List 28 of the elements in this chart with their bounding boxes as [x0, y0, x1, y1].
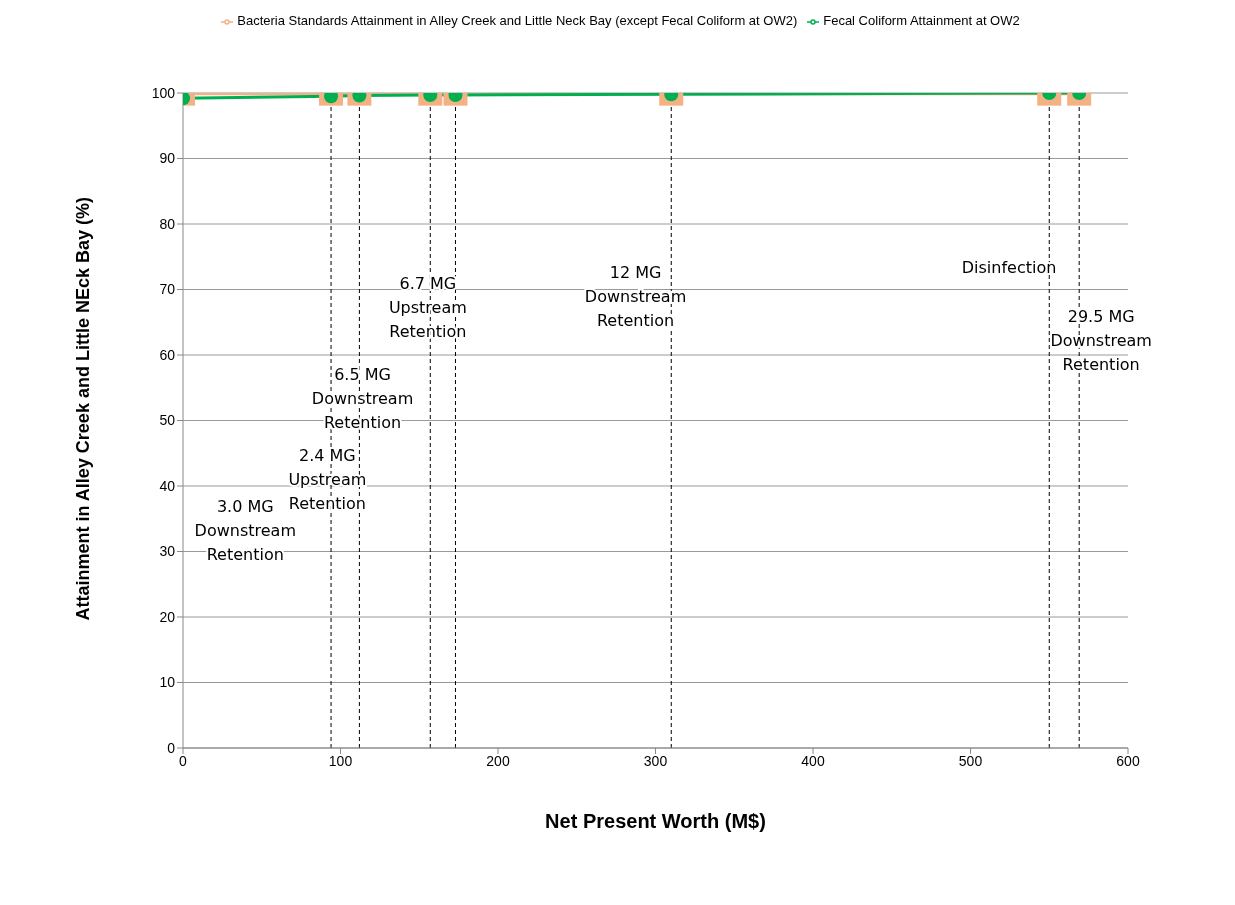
y-tick-label: 70: [159, 281, 176, 298]
y-tick-label: 10: [159, 674, 176, 691]
y-axis-title: Attainment in Alley Creek and Little NEck Bay (%): [73, 197, 94, 621]
y-tick-label: 30: [159, 543, 176, 560]
y-tick-label: 80: [159, 215, 176, 232]
legend-label: Fecal Coliform Attainment at OW2: [823, 13, 1020, 28]
y-tick-label: 0: [167, 739, 176, 756]
x-tick-label: 400: [801, 752, 825, 769]
y-tick-label: 100: [151, 84, 176, 101]
x-tick-label: 100: [328, 752, 353, 769]
x-tick-label: 600: [1116, 752, 1140, 769]
y-tick-label: 90: [159, 150, 176, 167]
x-tick-label: 500: [958, 752, 983, 769]
ref-line-label: 29.5 MG Downstream Retention: [1050, 306, 1152, 374]
legend-label: Bacteria Standards Attainment in Alley Creek and Little Neck Bay (except Fecal Coliform at OW2): [237, 13, 798, 28]
ref-line-label: 12 MG Downstream Retention: [584, 262, 687, 330]
x-tick-label: 0: [179, 752, 188, 769]
ref-line-label: 2.4 MG Upstream Retention: [288, 445, 367, 512]
ref-line-label: 6.5 MG Downstream Retention: [311, 364, 414, 432]
y-tick-label: 20: [159, 608, 176, 625]
y-tick-label: 60: [159, 346, 176, 363]
x-tick-label: 300: [643, 752, 668, 769]
ref-line-label: Disinfection: [961, 257, 1057, 277]
x-tick-label: 200: [486, 752, 510, 769]
y-tick-label: 40: [159, 477, 176, 494]
y-tick-label: 50: [159, 412, 176, 429]
x-axis-title: Net Present Worth (M$): [545, 810, 766, 832]
ref-line-label: 6.7 MG Upstream Retention: [388, 273, 467, 341]
